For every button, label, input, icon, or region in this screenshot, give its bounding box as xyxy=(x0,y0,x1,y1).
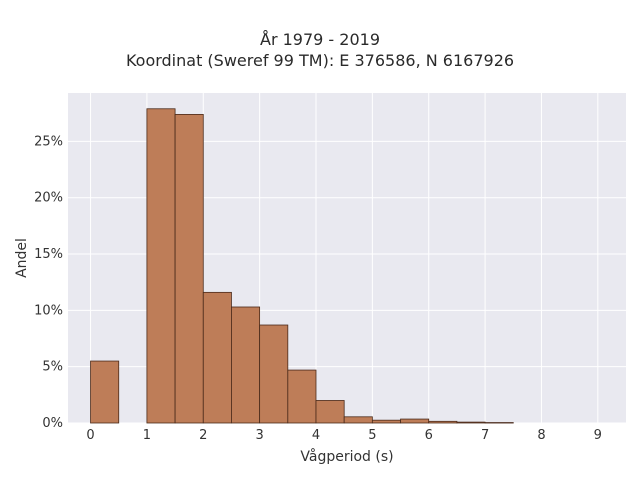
x-tick-label: 7 xyxy=(481,428,489,443)
x-tick-label: 6 xyxy=(425,428,433,443)
histogram-bar xyxy=(315,400,345,424)
histogram-bar xyxy=(202,291,232,424)
chart-subtitle: Koordinat (Sweref 99 TM): E 376586, N 61… xyxy=(125,51,515,70)
histogram-bar xyxy=(174,113,204,424)
y-tick-label: 15% xyxy=(34,247,63,262)
x-axis-label: Vågperiod (s) xyxy=(300,448,393,465)
x-tick-label: 4 xyxy=(312,428,320,443)
histogram-bar xyxy=(484,422,514,424)
y-tick-label: 10% xyxy=(34,303,63,318)
histogram-bar xyxy=(259,324,289,424)
histogram-bar xyxy=(400,418,430,424)
histogram-bar xyxy=(287,369,317,424)
x-tick-label: 2 xyxy=(199,428,207,443)
y-tick-label: 25% xyxy=(34,134,63,149)
x-tick-label: 9 xyxy=(594,428,602,443)
chart-title: År 1979 - 2019 xyxy=(260,30,380,49)
histogram-bar xyxy=(456,421,486,424)
histogram-bar xyxy=(90,360,120,424)
histogram-bar xyxy=(146,108,176,424)
x-tick-label: 3 xyxy=(255,428,263,443)
x-tick-label: 1 xyxy=(143,428,151,443)
bars-group xyxy=(90,108,514,424)
x-axis-ticks: 0 1 2 3 4 5 6 7 8 9 xyxy=(86,428,602,443)
y-tick-label: 0% xyxy=(42,416,63,431)
y-axis-label: Andel xyxy=(14,238,30,278)
y-axis-ticks: 0% 5% 10% 15% 20% 25% xyxy=(34,134,63,431)
x-tick-label: 8 xyxy=(537,428,545,443)
histogram-bar xyxy=(428,420,458,424)
y-tick-label: 5% xyxy=(42,360,63,375)
histogram-bar xyxy=(371,419,401,424)
x-tick-label: 5 xyxy=(368,428,376,443)
histogram-bar xyxy=(231,306,261,424)
histogram-bar xyxy=(343,416,373,424)
y-tick-label: 20% xyxy=(34,191,63,206)
x-tick-label: 0 xyxy=(86,428,94,443)
